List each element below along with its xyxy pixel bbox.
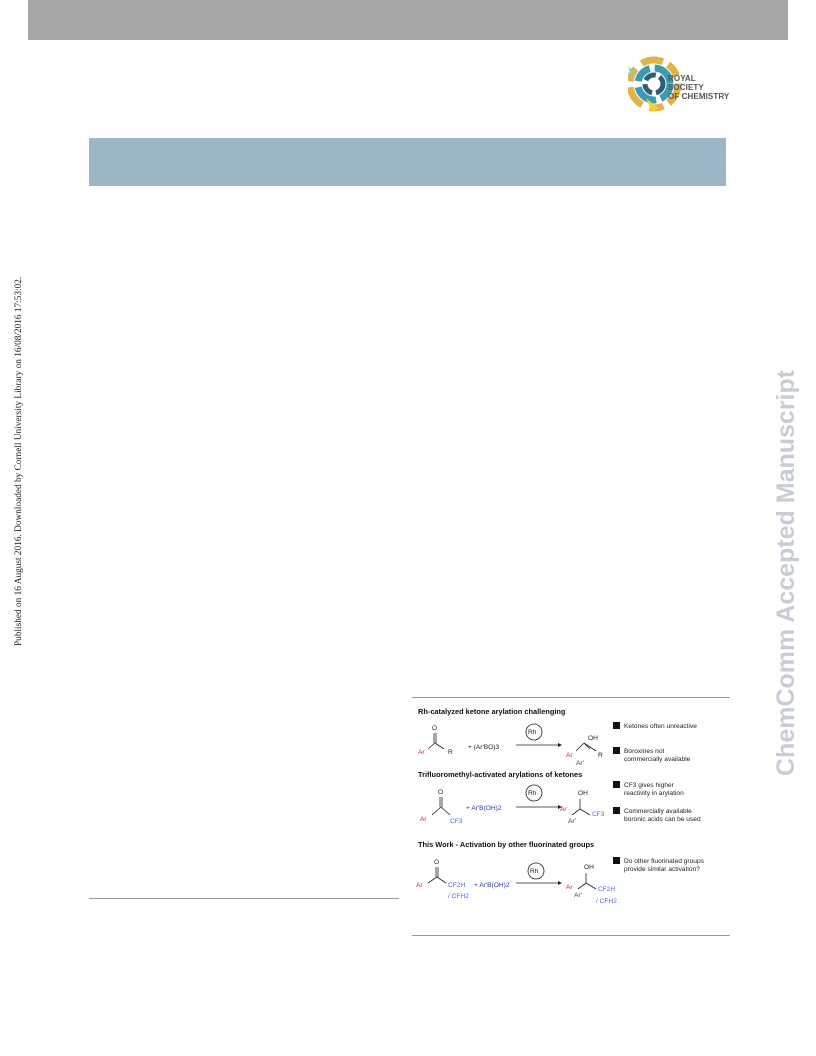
row3-cfh2: / CFH2 [448,893,469,900]
row3-product-cf2h: CF2H [598,886,615,893]
row1-note2b: commercially available [624,756,691,763]
left-column-rule [89,898,399,899]
watermark-text: ChemComm Accepted Manuscript [772,369,800,776]
row1-ar: Ar [418,749,425,756]
row3-product-cfh2: / CFH2 [596,898,617,905]
row3-note1a: Do other fluorinated groups [624,858,705,865]
scheme-top-rule [412,697,730,698]
download-notice: Published on 16 August 2016. Downloaded … [14,222,26,646]
row2-note1b: reactivity in arylation [624,790,684,797]
row1-note2a: Boroxines not [624,748,664,755]
row3-note1b: provide similar activation? [624,866,700,873]
row2-note2b: boronic acids can be used [624,816,701,823]
row3-product-ar: Ar [566,884,573,891]
row2-heading: Trifluoromethyl-activated arylations of … [418,770,582,779]
row1-catalyst: Rh [528,729,537,736]
row2-note1a: CF3 gives higher [624,782,675,789]
row3-oh: OH [584,864,594,871]
row3-product-ar-prime: Ar' [574,892,582,899]
row1-note1: Ketones often unreactive [624,723,697,730]
row1-boroxine: + (Ar'BO)3 [468,744,499,751]
row3-reagent: + Ar'B(OH)2 [474,882,510,889]
row1-oh: OH [588,735,598,742]
row2-oh: OH [578,790,588,797]
row1-product-r: R [598,752,603,759]
header-bar [28,0,788,40]
row1-carbonyl-o: O [432,725,437,732]
row1-r: R [448,749,453,756]
row2-ar: Ar [420,816,427,823]
row1-product-ar: Ar [566,752,573,759]
row3-catalyst: Rh [530,868,539,875]
accepted-manuscript-watermark: ChemComm Accepted Manuscript [766,272,806,778]
download-notice-text: Published on 16 August 2016. Downloaded … [14,276,24,646]
row3-carbonyl-o: O [434,859,439,866]
row2-reagent: + Ar'B(OH)2 [466,805,502,812]
row2-carbonyl-o: O [438,789,443,796]
rsc-logo: ROYAL SOCIETY OF CHEMISTRY [628,52,732,116]
row2-catalyst: Rh [528,790,537,797]
row2-cf3: CF3 [450,818,463,825]
logo-line-2: OF CHEMISTRY [668,92,730,101]
logo-line-1: ROYAL SOCIETY [668,74,704,92]
row3-ar: Ar [416,882,423,889]
reaction-scheme: Rh-catalyzed ketone arylation challengin… [412,697,730,937]
row2-note2a: Commercially available [624,808,692,815]
row2-product-cf3: CF3 [592,811,605,818]
row3-cf2h: CF2H [448,882,465,889]
scheme-bottom-rule [412,935,730,936]
article-banner [89,138,726,186]
row2-product-ar: Ar [560,806,567,813]
row1-product-ar-prime: Ar' [576,760,584,767]
row3-heading: This Work - Activation by other fluorina… [418,840,594,849]
row2-product-ar-prime: Ar' [568,818,576,825]
row1-heading: Rh-catalyzed ketone arylation challengin… [418,707,566,716]
